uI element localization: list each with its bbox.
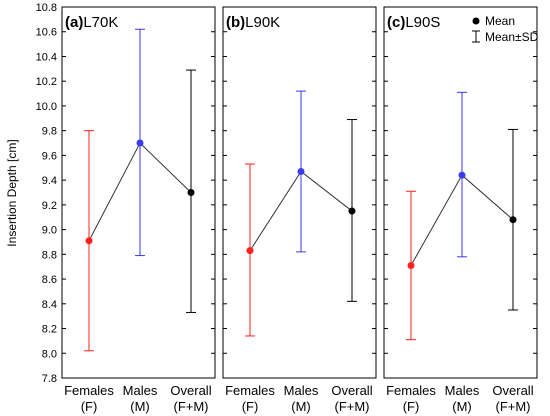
panel-frame — [383, 6, 538, 379]
y-tick-label: 9.4 — [42, 175, 57, 187]
y-tick-label: 10.4 — [36, 51, 57, 63]
legend-sd-label: Mean±SD — [485, 30, 539, 44]
panel-frame — [61, 6, 216, 379]
category-label: Males — [123, 383, 158, 398]
category-label: Females — [225, 383, 275, 398]
y-tick-label: 8.0 — [42, 348, 57, 360]
category-label: Overall — [331, 383, 372, 398]
category-sublabel: (F) — [242, 399, 259, 414]
y-axis-ticks: 7.8 8.0 8.2 8.4 8.6 8.8 9.0 9.2 9.4 9.6 9.8 10.0 10.… — [36, 2, 57, 385]
category-sublabel: (M) — [452, 399, 472, 414]
y-tick-label: 9.6 — [42, 150, 57, 162]
category-sublabel: (F+M) — [173, 399, 208, 414]
panel-letter: (c) — [387, 14, 405, 31]
category-label: Females — [386, 383, 436, 398]
panel-l70k: (a)L70K — [61, 6, 216, 379]
category-label: Females — [64, 383, 114, 398]
y-tick-label: 9.2 — [42, 200, 57, 212]
y-tick-label: 9.0 — [42, 225, 57, 237]
mean-point — [85, 237, 93, 245]
y-tick-label: 10.6 — [36, 27, 57, 39]
category-sublabel: (F+M) — [495, 399, 530, 414]
mean-point — [136, 139, 144, 147]
mean-point — [297, 167, 305, 175]
mean-point — [509, 216, 517, 224]
category-labels: Females(F)Males(M)Overall(F+M)Females(F)… — [64, 383, 534, 414]
panel-name: L70K — [83, 14, 118, 31]
category-sublabel: (M) — [291, 399, 311, 414]
y-tick-label: 8.6 — [42, 274, 57, 286]
category-label: Males — [284, 383, 319, 398]
category-sublabel: (F) — [81, 399, 98, 414]
y-tick-label: 10.0 — [36, 101, 57, 113]
panel-title: (b)L90K — [226, 14, 280, 31]
panel-letter: (b) — [226, 14, 245, 31]
mean-point — [458, 171, 466, 179]
legend-mean-marker — [472, 17, 480, 25]
y-tick-label: 8.8 — [42, 249, 57, 261]
panel-letter: (a) — [65, 14, 83, 31]
panel-l90s: (c)L90S — [383, 6, 538, 379]
category-sublabel: (F+M) — [334, 399, 369, 414]
panel-title: (a)L70K — [65, 14, 118, 31]
category-label: Overall — [492, 383, 533, 398]
panel-frame — [222, 6, 377, 379]
panel-title: (c)L90S — [387, 14, 440, 31]
y-axis-title: Insertion Depth [cm] — [5, 139, 19, 246]
y-tick-label: 9.8 — [42, 126, 57, 138]
y-tick-label: 8.2 — [42, 324, 57, 336]
mean-point — [246, 247, 254, 255]
category-label: Overall — [170, 383, 211, 398]
panels: (a)L70K (b)L90K (c)L90S Mean Mean±SD — [61, 6, 539, 379]
panel-l90k: (b)L90K — [222, 6, 377, 379]
mean-point — [348, 207, 356, 215]
y-tick-label: 10.8 — [36, 2, 57, 14]
legend-mean-label: Mean — [485, 14, 515, 28]
y-tick-label: 8.4 — [42, 299, 57, 311]
category-label: Males — [445, 383, 480, 398]
category-sublabel: (F) — [403, 399, 420, 414]
y-tick-label: 10.2 — [36, 76, 57, 88]
y-tick-label: 7.8 — [42, 373, 57, 385]
panel-name: L90K — [245, 14, 280, 31]
panel-name: L90S — [405, 14, 440, 31]
category-sublabel: (M) — [130, 399, 150, 414]
mean-point — [187, 189, 195, 196]
mean-point — [407, 261, 415, 269]
legend: Mean Mean±SD — [472, 14, 539, 44]
